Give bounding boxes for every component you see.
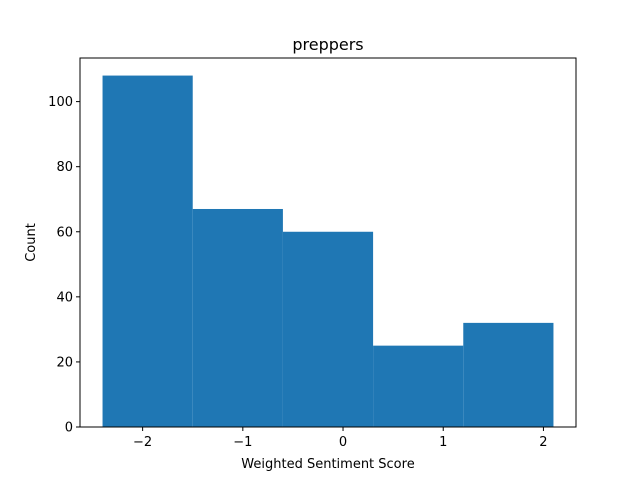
x-axis-label: Weighted Sentiment Score (241, 457, 414, 472)
y-tick-label: 20 (56, 355, 73, 370)
x-tick-label: 0 (339, 435, 347, 450)
y-tick-label: 100 (48, 95, 73, 110)
histogram-bar (192, 208, 283, 427)
chart-title: preppers (292, 35, 363, 54)
histogram-bar (102, 75, 193, 428)
histogram-bar (282, 231, 374, 427)
histogram-bar (463, 322, 554, 427)
y-tick-label: 80 (56, 160, 73, 175)
y-tick-label: 0 (65, 421, 73, 436)
y-axis-ticks: 0 20 40 60 80 100 (48, 95, 80, 436)
y-tick-label: 60 (56, 225, 73, 240)
plot-frame (79, 57, 577, 428)
x-tick-label: −2 (133, 435, 152, 450)
y-axis-label: Count (24, 223, 39, 262)
x-tick-label: −1 (233, 435, 252, 450)
bars-layer (102, 75, 554, 428)
x-axis-ticks: −2 −1 0 1 2 (133, 427, 548, 450)
y-tick-label: 40 (56, 290, 73, 305)
histogram-bar (373, 345, 464, 427)
x-tick-label: 1 (439, 435, 447, 450)
x-tick-label: 2 (539, 435, 547, 450)
